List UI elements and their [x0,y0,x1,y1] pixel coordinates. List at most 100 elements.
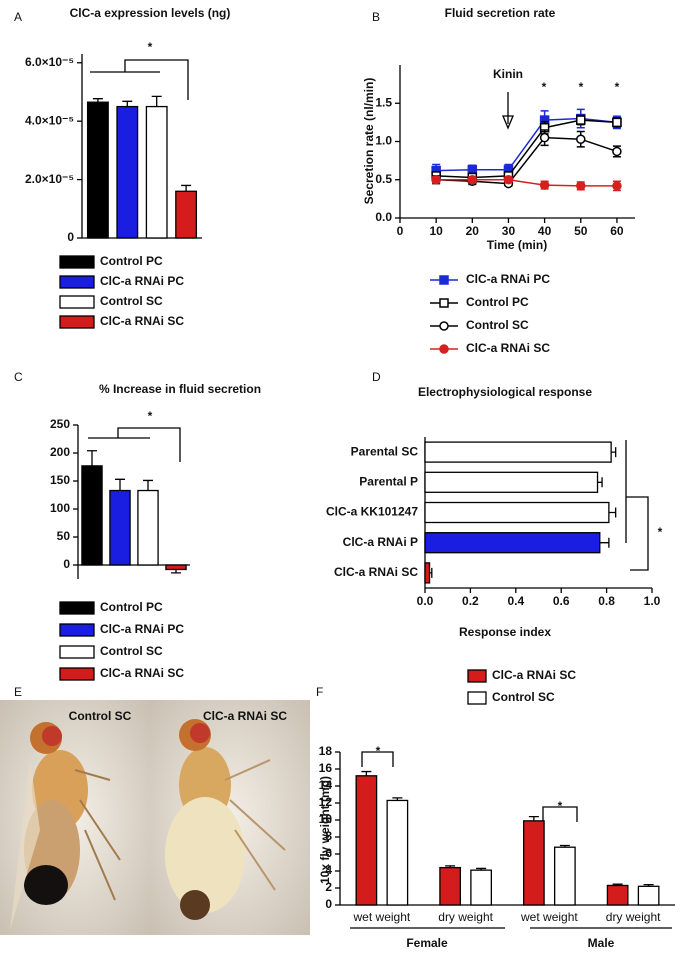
annotation: * [658,525,663,539]
x-tick-label: 10 [429,224,443,238]
x-tick-label: dry weight [438,910,493,924]
marker [539,180,550,190]
bar [109,489,131,566]
marker [467,175,478,185]
y-tick-label: 0 [67,230,74,244]
error-bar [143,479,153,491]
y-tick-label: 12 [319,795,333,809]
series-line [436,179,617,187]
y-tick-label: 16 [319,761,333,775]
bar [81,465,103,566]
marker [576,181,586,191]
legend-swatch [467,669,487,683]
bar [424,562,431,584]
chart-title: Electrophysiological response [418,385,592,399]
x-tick-label: 0.6 [553,594,570,608]
x-tick-label: 30 [502,224,516,238]
group-label: Female [406,936,448,950]
panel-letter: A [14,10,22,24]
x-tick-label: 0.4 [507,594,524,608]
panel-letter: F [316,685,323,699]
bar [523,820,545,906]
x-tick-label: 0 [397,224,404,238]
panel-letter: E [14,685,22,699]
legend-label: ClC-a RNAi SC [100,666,184,680]
error-bar [87,450,97,466]
legend-label: Control PC [466,295,529,309]
y-tick-label: 6.0×10⁻⁵ [25,55,74,69]
error-bar [122,100,133,107]
bar [355,775,378,906]
y-tick-label: ClC-a RNAi SC [334,565,418,579]
legend-label: Control PC [100,254,163,268]
legend-marker [439,298,449,308]
error-bar [599,537,610,548]
y-tick-label: 1.5 [375,95,392,109]
x-tick-label: 0.8 [598,594,615,608]
legend-swatch [467,691,487,705]
annotation: Kinin [493,67,523,81]
x-tick-label: 0.2 [462,594,479,608]
significance-bracket [625,440,649,571]
annotation: * [558,799,563,813]
marker [539,132,550,143]
annotation: * [615,80,620,94]
bar [606,884,629,906]
significance-bracket [88,427,181,462]
x-tick-label: 40 [538,224,552,238]
bar [137,489,159,566]
chart-title: ClC-a expression levels (ng) [70,6,231,20]
legend-swatch [59,623,95,637]
y-axis-label: Secretion rate (nl/min) [362,78,376,205]
marker [576,115,586,125]
error-bar [528,815,539,821]
y-tick-label: 4 [325,863,332,877]
legend-swatch [59,315,95,329]
y-tick-label: 8 [325,829,332,843]
legend-label: Control SC [492,690,555,704]
legend-label: Control SC [100,644,163,658]
marker [467,165,478,175]
x-tick-label: 50 [574,224,588,238]
legend-swatch [59,645,95,659]
bar [386,799,409,906]
bar [165,564,187,571]
significance-bracket [90,59,189,100]
error-bar [361,770,372,776]
series-line [436,119,617,179]
bar [439,866,462,906]
error-bar [597,477,603,488]
bar [424,501,610,524]
bar [116,105,139,239]
legend-label: ClC-a RNAi PC [100,274,184,288]
marker [612,181,622,191]
photo-control [0,700,150,935]
x-axis-label: Response index [459,625,551,639]
y-tick-label: 10 [319,812,333,826]
bar [424,471,599,493]
y-tick-label: Parental P [359,474,418,488]
bar [86,101,109,239]
y-tick-label: 0 [63,557,70,571]
y-tick-label: 100 [50,501,70,515]
significance-bracket [542,806,578,822]
y-tick-label: ClC-a RNAi P [343,535,418,549]
y-axis-label: 10x fly weight (mg) [318,776,332,884]
y-tick-label: 250 [50,417,70,431]
legend-swatch [59,295,95,309]
y-tick-label: 0 [325,897,332,911]
legend-marker [439,275,449,285]
error-bar [611,447,617,458]
kinin-arrow [502,92,514,130]
legend-label: Control SC [466,318,529,332]
legend-swatch [59,255,95,269]
bar [424,532,601,554]
annotation: * [579,80,584,94]
y-tick-label: 50 [57,529,71,543]
y-tick-label: 2.0×10⁻⁵ [25,172,74,186]
series-line [436,117,618,172]
panel-letter: C [14,370,23,384]
bar [145,105,168,239]
y-tick-label: 0.0 [375,210,392,224]
